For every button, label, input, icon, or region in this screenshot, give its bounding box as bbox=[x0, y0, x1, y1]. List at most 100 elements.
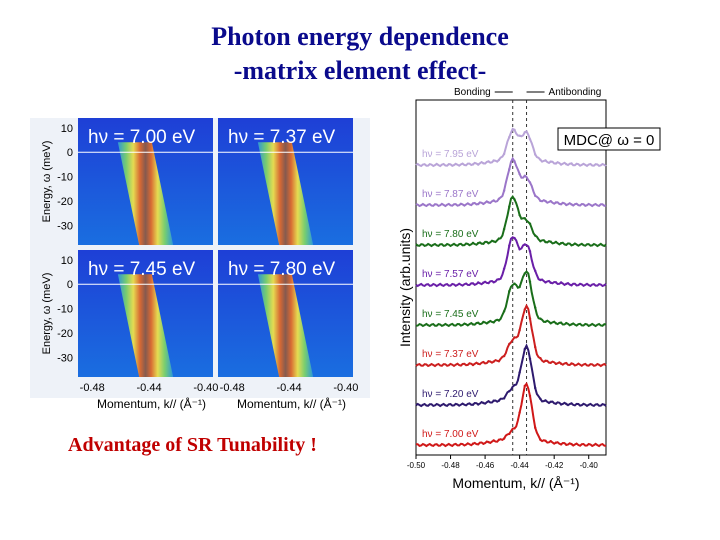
mdc-point bbox=[534, 194, 537, 197]
mdc-point bbox=[544, 359, 547, 362]
mdc-point bbox=[492, 281, 495, 284]
y-tick-label: -20 bbox=[57, 196, 73, 208]
mdc-point bbox=[544, 281, 547, 284]
mdc-point bbox=[492, 199, 495, 202]
mdc-point bbox=[518, 213, 521, 217]
mdc-point bbox=[528, 394, 532, 398]
mdc-point bbox=[523, 384, 526, 388]
heatmap-panel: hν = 7.45 eV bbox=[78, 250, 213, 377]
mdc-point bbox=[528, 250, 532, 253]
mdc-point bbox=[513, 160, 516, 163]
svg-text:MDC@ ω = 0: MDC@ ω = 0 bbox=[564, 132, 655, 149]
mdc-point bbox=[477, 321, 480, 324]
mdc-point bbox=[513, 128, 516, 131]
mdc-point bbox=[487, 360, 490, 363]
mdc-point bbox=[471, 403, 475, 406]
dispersion-band bbox=[117, 142, 174, 245]
panel-label: hν = 7.37 eV bbox=[228, 127, 336, 148]
mdc-point bbox=[565, 163, 568, 166]
mdc-point bbox=[518, 411, 521, 414]
mdc-point bbox=[554, 441, 558, 444]
x-tick-label: -0.50 bbox=[407, 461, 426, 470]
mdc-point bbox=[539, 357, 542, 360]
mdc-series: hν = 7.80 eV bbox=[415, 195, 607, 248]
mdc-point bbox=[565, 321, 568, 325]
mdc-point bbox=[554, 322, 558, 325]
y-tick-label: -30 bbox=[57, 220, 73, 232]
mdc-point bbox=[492, 321, 495, 324]
slide-title: Photon energy dependence bbox=[211, 22, 509, 51]
mdc-point bbox=[549, 160, 552, 163]
mdc-curve bbox=[416, 381, 607, 448]
mdc-point bbox=[570, 244, 573, 247]
dispersion-band bbox=[257, 142, 314, 245]
mdc-point bbox=[559, 203, 563, 206]
mdc-point bbox=[487, 242, 490, 245]
mdc-point bbox=[513, 198, 516, 201]
mdc-point bbox=[528, 181, 532, 184]
series-label: hν = 7.45 eV bbox=[422, 309, 479, 320]
x-tick-label: -0.42 bbox=[545, 461, 564, 470]
y-tick-label: 0 bbox=[67, 279, 73, 291]
mdc-series: hν = 7.20 eV bbox=[415, 343, 607, 408]
mdc-point bbox=[544, 399, 547, 402]
mdc-point bbox=[518, 371, 521, 374]
x-tick-label: -0.44 bbox=[137, 382, 162, 394]
mdc-point bbox=[508, 432, 511, 436]
mdc-point bbox=[523, 217, 526, 220]
mdc-point bbox=[508, 342, 511, 346]
mdc-point bbox=[482, 360, 485, 364]
y-tick-label: 10 bbox=[61, 123, 73, 135]
mdc-point bbox=[471, 323, 475, 326]
mdc-point bbox=[518, 172, 521, 176]
y-axis-label: Energy, ω (meV) bbox=[41, 273, 53, 355]
series-label: hν = 7.00 eV bbox=[422, 429, 479, 440]
y-tick-label: 10 bbox=[61, 255, 73, 267]
x-tick-label: -0.44 bbox=[511, 461, 530, 470]
mdc-point bbox=[482, 320, 485, 324]
mdc-point bbox=[482, 281, 485, 284]
heatmap-panel: hν = 7.37 eV bbox=[218, 118, 353, 245]
mdc-point bbox=[492, 439, 495, 442]
mdc-point bbox=[502, 354, 506, 358]
mdc-point bbox=[502, 310, 506, 313]
mdc-point bbox=[565, 282, 568, 286]
mdc-point bbox=[487, 160, 490, 163]
mdc-point bbox=[497, 197, 501, 200]
mdc-point bbox=[497, 278, 501, 281]
y-tick-label: -20 bbox=[57, 328, 73, 340]
mdc-point bbox=[513, 282, 516, 285]
series-label: hν = 7.20 eV bbox=[422, 389, 479, 400]
mdc-point bbox=[482, 242, 485, 245]
mdc-point bbox=[523, 347, 526, 351]
mdc-point bbox=[544, 439, 547, 442]
mdc-point bbox=[570, 203, 573, 206]
mdc-point bbox=[518, 329, 521, 332]
mdc-point bbox=[497, 399, 501, 402]
mdc-point bbox=[523, 174, 526, 177]
mdc-point bbox=[471, 241, 475, 245]
mdc-annotation: MDC@ ω = 0 bbox=[557, 127, 661, 151]
mdc-point bbox=[523, 131, 526, 134]
y-tick-label: 0 bbox=[67, 147, 73, 159]
panel-label: hν = 7.00 eV bbox=[88, 127, 196, 148]
mdc-point bbox=[471, 202, 475, 205]
mdc-point bbox=[570, 442, 573, 446]
mdc-series: hν = 7.45 eV bbox=[415, 270, 607, 328]
slide-subtitle: -matrix element effect- bbox=[233, 56, 487, 85]
x-tick-label: -0.40 bbox=[333, 382, 358, 394]
mdc-curve bbox=[415, 303, 607, 368]
x-axis-label: Momentum, k// (Å⁻¹) bbox=[237, 396, 346, 411]
y-axis-label: Intensity (arb.units) bbox=[397, 228, 413, 347]
mdc-point bbox=[534, 153, 537, 156]
mdc-series: hν = 7.57 eV bbox=[415, 236, 607, 288]
mdc-point bbox=[549, 361, 552, 364]
mdc-point bbox=[539, 199, 542, 203]
mdc-point bbox=[487, 281, 490, 285]
mdc-point bbox=[477, 403, 480, 406]
mdc-point bbox=[565, 203, 568, 207]
mdc-point bbox=[549, 281, 552, 284]
mdc-curve bbox=[415, 343, 607, 408]
mdc-point bbox=[554, 201, 558, 204]
